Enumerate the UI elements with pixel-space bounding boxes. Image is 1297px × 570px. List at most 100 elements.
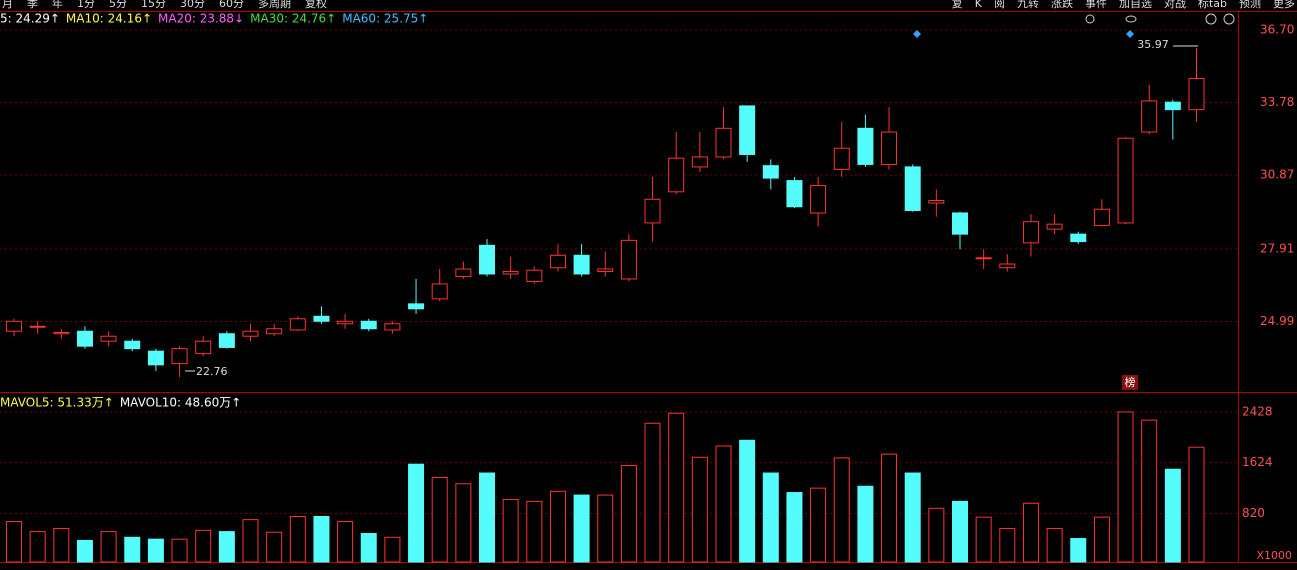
candle-body xyxy=(904,166,921,211)
ma-legend: MA60: 25.75↑ xyxy=(342,12,428,26)
candle-body xyxy=(526,269,543,282)
toolbar-button[interactable]: 60分 xyxy=(219,0,244,10)
toolbar-button[interactable]: 九转 xyxy=(1017,0,1039,10)
candle-body xyxy=(1022,221,1039,244)
toolbar-button[interactable]: 阅 xyxy=(994,0,1005,10)
candle-body xyxy=(1164,101,1181,111)
candle-body xyxy=(691,156,708,168)
volume-bar xyxy=(691,456,708,563)
candle-body xyxy=(100,335,117,342)
volume-bar xyxy=(195,529,212,563)
icon[interactable] xyxy=(1223,13,1235,25)
volume-bar xyxy=(857,485,874,563)
volume-bar xyxy=(360,533,377,563)
toolbar-button[interactable]: 年 xyxy=(52,0,63,10)
candle-body xyxy=(502,270,519,275)
badge-box xyxy=(1122,375,1138,390)
candle-body xyxy=(810,185,827,214)
volume-bar xyxy=(549,490,566,563)
candle-body xyxy=(620,239,637,280)
y-tick-label: 2428 xyxy=(1242,405,1273,419)
volume-bar xyxy=(833,457,850,563)
volume-bar xyxy=(502,498,519,563)
volume-bar xyxy=(928,507,945,563)
badge: 榜 xyxy=(1125,375,1136,389)
toolbar-button[interactable]: 复 xyxy=(952,0,963,10)
candle-body xyxy=(124,340,141,350)
volume-bar xyxy=(431,476,448,563)
toolbar-button[interactable]: 多周期 xyxy=(258,0,291,10)
volume-bar xyxy=(975,516,992,563)
toolbar-button[interactable]: 预测 xyxy=(1239,0,1261,10)
ma-legend: MA20: 23.88↓ xyxy=(158,12,244,26)
volume-bar xyxy=(313,515,330,563)
candle-body xyxy=(952,212,968,235)
max-label: 35.97 xyxy=(1137,38,1169,51)
candle-body xyxy=(313,315,330,322)
y-tick-label: 36.70 xyxy=(1260,22,1294,36)
toolbar-button[interactable]: 30分 xyxy=(180,0,205,10)
candle-body xyxy=(218,333,235,348)
toolbar-button[interactable]: 涨跌 xyxy=(1051,0,1073,10)
volume-bar xyxy=(644,422,661,563)
toolbar-button[interactable]: 5分 xyxy=(109,0,127,10)
candle-body xyxy=(1093,208,1110,226)
volume-bar xyxy=(1188,446,1205,563)
y-tick-label: 820 xyxy=(1242,506,1265,520)
toolbar-button[interactable]: 月 xyxy=(2,0,13,10)
ma-legend: MA10: 24.16↑ xyxy=(66,12,152,26)
candle-body xyxy=(171,348,188,365)
vol-legend: MAVOL5: 51.33万↑ xyxy=(0,396,114,410)
volume-bar xyxy=(904,472,921,563)
volume-bar xyxy=(408,463,425,563)
volume-bar xyxy=(1093,516,1110,563)
volume-bar xyxy=(384,536,401,563)
toolbar-button[interactable]: 季 xyxy=(27,0,38,10)
toolbar-button[interactable]: 事件 xyxy=(1085,0,1107,10)
candle-body xyxy=(762,165,779,179)
y-tick-label: 27.91 xyxy=(1260,241,1294,255)
icon[interactable] xyxy=(1205,13,1217,25)
event-marker xyxy=(913,30,921,38)
candle-body xyxy=(289,318,306,331)
candle-body xyxy=(76,330,93,347)
volume-bar xyxy=(810,487,827,563)
volume-bar xyxy=(1022,502,1039,563)
toolbar-button[interactable]: 对战 xyxy=(1164,0,1186,10)
toolbar-button[interactable]: 更多 xyxy=(1273,0,1295,10)
icon xyxy=(1125,15,1137,23)
ma-legend: 5: 24.29↑ xyxy=(0,12,60,26)
volume-bar xyxy=(147,538,164,563)
min-label: 22.76 xyxy=(196,365,228,378)
candle-body xyxy=(1117,137,1134,224)
volume-bar xyxy=(1164,468,1181,563)
toolbar-button[interactable]: 复权 xyxy=(305,0,327,10)
candle-body xyxy=(644,198,661,224)
candle-body xyxy=(337,320,354,325)
candle-body xyxy=(857,127,874,165)
toolbar-button[interactable]: 1分 xyxy=(77,0,95,10)
candle-body xyxy=(928,200,945,204)
volume-bar xyxy=(1070,538,1087,563)
icon xyxy=(1085,14,1095,24)
candle-body xyxy=(549,254,566,269)
candle-body xyxy=(975,257,992,260)
event-marker xyxy=(1126,30,1134,38)
candle-body xyxy=(53,331,70,335)
candle-body xyxy=(1188,78,1205,111)
volume-unit: X1000 xyxy=(1256,549,1292,562)
volume-bar xyxy=(1046,527,1063,563)
toolbar-button[interactable]: 加自选 xyxy=(1119,0,1152,10)
volume-bar xyxy=(526,500,543,563)
candle-body xyxy=(881,131,898,165)
toolbar-button[interactable]: 15分 xyxy=(141,0,166,10)
volume-bar xyxy=(266,531,283,563)
toolbar-button[interactable]: 标tab xyxy=(1198,0,1227,10)
candle-body xyxy=(6,320,22,332)
volume-bar xyxy=(53,527,70,563)
toolbar-button[interactable]: K xyxy=(975,0,983,10)
volume-bar xyxy=(668,412,685,563)
y-tick-label: 30.87 xyxy=(1260,168,1294,182)
